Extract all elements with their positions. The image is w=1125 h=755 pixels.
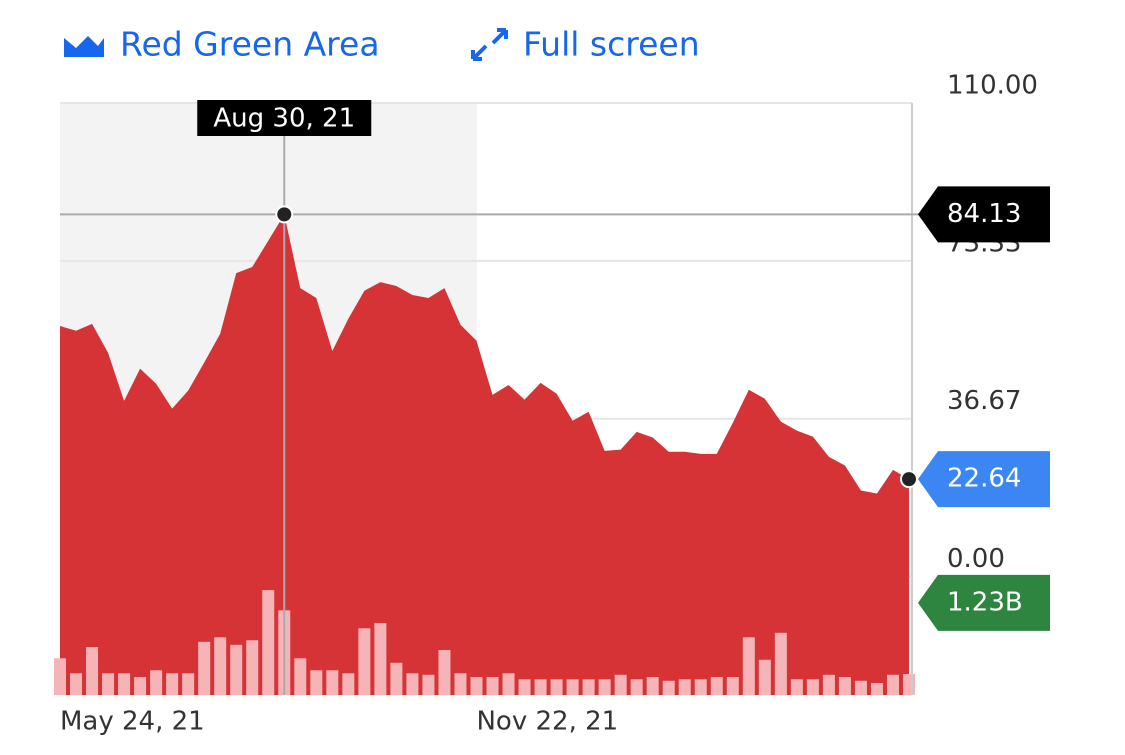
y-tick-label: 36.67: [947, 386, 1021, 416]
y-tick-label: 110.00: [947, 71, 1038, 101]
volume-bar: [438, 650, 451, 695]
volume-bar: [422, 674, 435, 695]
volume-bar: [758, 659, 771, 695]
plot: [54, 102, 915, 695]
last-price: 22.64: [947, 464, 1021, 494]
volume-bar: [678, 679, 691, 695]
volume-bar: [310, 670, 323, 695]
last-point: [900, 470, 918, 489]
chart-type-button[interactable]: Red Green Area: [64, 25, 380, 64]
crosshair-value: 84.13: [947, 199, 1021, 229]
volume-bar: [294, 658, 307, 695]
volume-bar: [470, 677, 483, 695]
volume-bar: [54, 658, 66, 695]
volume-bar: [854, 680, 867, 695]
volume-bar: [246, 640, 259, 695]
volume-bar: [566, 679, 579, 695]
volume-bar: [710, 677, 723, 695]
last-volume-box: [918, 574, 1050, 631]
volume-bar: [198, 641, 211, 695]
volume-bar: [358, 628, 371, 695]
volume-bar: [230, 644, 243, 695]
volume-bar: [870, 683, 883, 695]
last-volume: 1.23B: [947, 587, 1023, 617]
volume-bar: [838, 677, 851, 695]
x-tick-label: May 24, 21: [60, 707, 205, 737]
volume-bar: [70, 673, 83, 695]
volume-bar: [598, 679, 611, 695]
volume-bar: [118, 673, 131, 695]
area-icon: [64, 36, 104, 57]
expand-icon: [471, 28, 508, 61]
volume-bar: [630, 679, 643, 695]
x-tick-label: Nov 22, 21: [476, 707, 618, 737]
volume-bar: [390, 662, 403, 695]
volume-bar: [518, 679, 531, 695]
volume-bar: [726, 677, 739, 695]
volume-bar: [774, 632, 787, 695]
volume-bar: [326, 670, 339, 695]
chart-type-label: Red Green Area: [120, 25, 380, 64]
volume-bar: [694, 679, 707, 695]
volume-bar: [822, 674, 835, 695]
volume-bar: [374, 623, 387, 695]
volume-bar: [614, 674, 627, 695]
volume-bar: [790, 679, 803, 695]
volume-bar: [742, 637, 755, 695]
volume-bar: [262, 590, 275, 695]
crosshair-point: [275, 205, 294, 224]
volume-bar: [134, 677, 147, 695]
volume-bar: [886, 674, 899, 695]
full-screen-label: Full screen: [523, 25, 700, 64]
last-price-box: [918, 451, 1050, 508]
volume-bar: [86, 647, 99, 695]
crosshair-date: Aug 30, 21: [213, 104, 355, 134]
volume-bar: [582, 679, 595, 695]
volume-bar: [550, 679, 563, 695]
volume-bar: [903, 674, 915, 695]
volume-bar: [102, 673, 115, 695]
volume-bar: [534, 679, 547, 695]
volume-bar: [406, 673, 419, 695]
volume-bar: [166, 673, 179, 695]
volume-bar: [342, 673, 355, 695]
volume-bar: [806, 679, 819, 695]
volume-bar: [646, 677, 659, 695]
crosshair-value-box: [918, 186, 1050, 243]
volume-bar: [486, 677, 499, 695]
volume-bar: [454, 673, 467, 695]
y-tick-label: 0.00: [947, 544, 1005, 574]
volume-bar: [662, 680, 675, 695]
volume-bar: [214, 637, 227, 695]
volume-bar: [182, 673, 195, 695]
crosshair-date-box: [197, 100, 372, 136]
volume-bar: [150, 670, 163, 695]
price-area: [60, 214, 909, 695]
volume-bar: [502, 673, 515, 695]
full-screen-button[interactable]: Full screen: [471, 25, 700, 64]
